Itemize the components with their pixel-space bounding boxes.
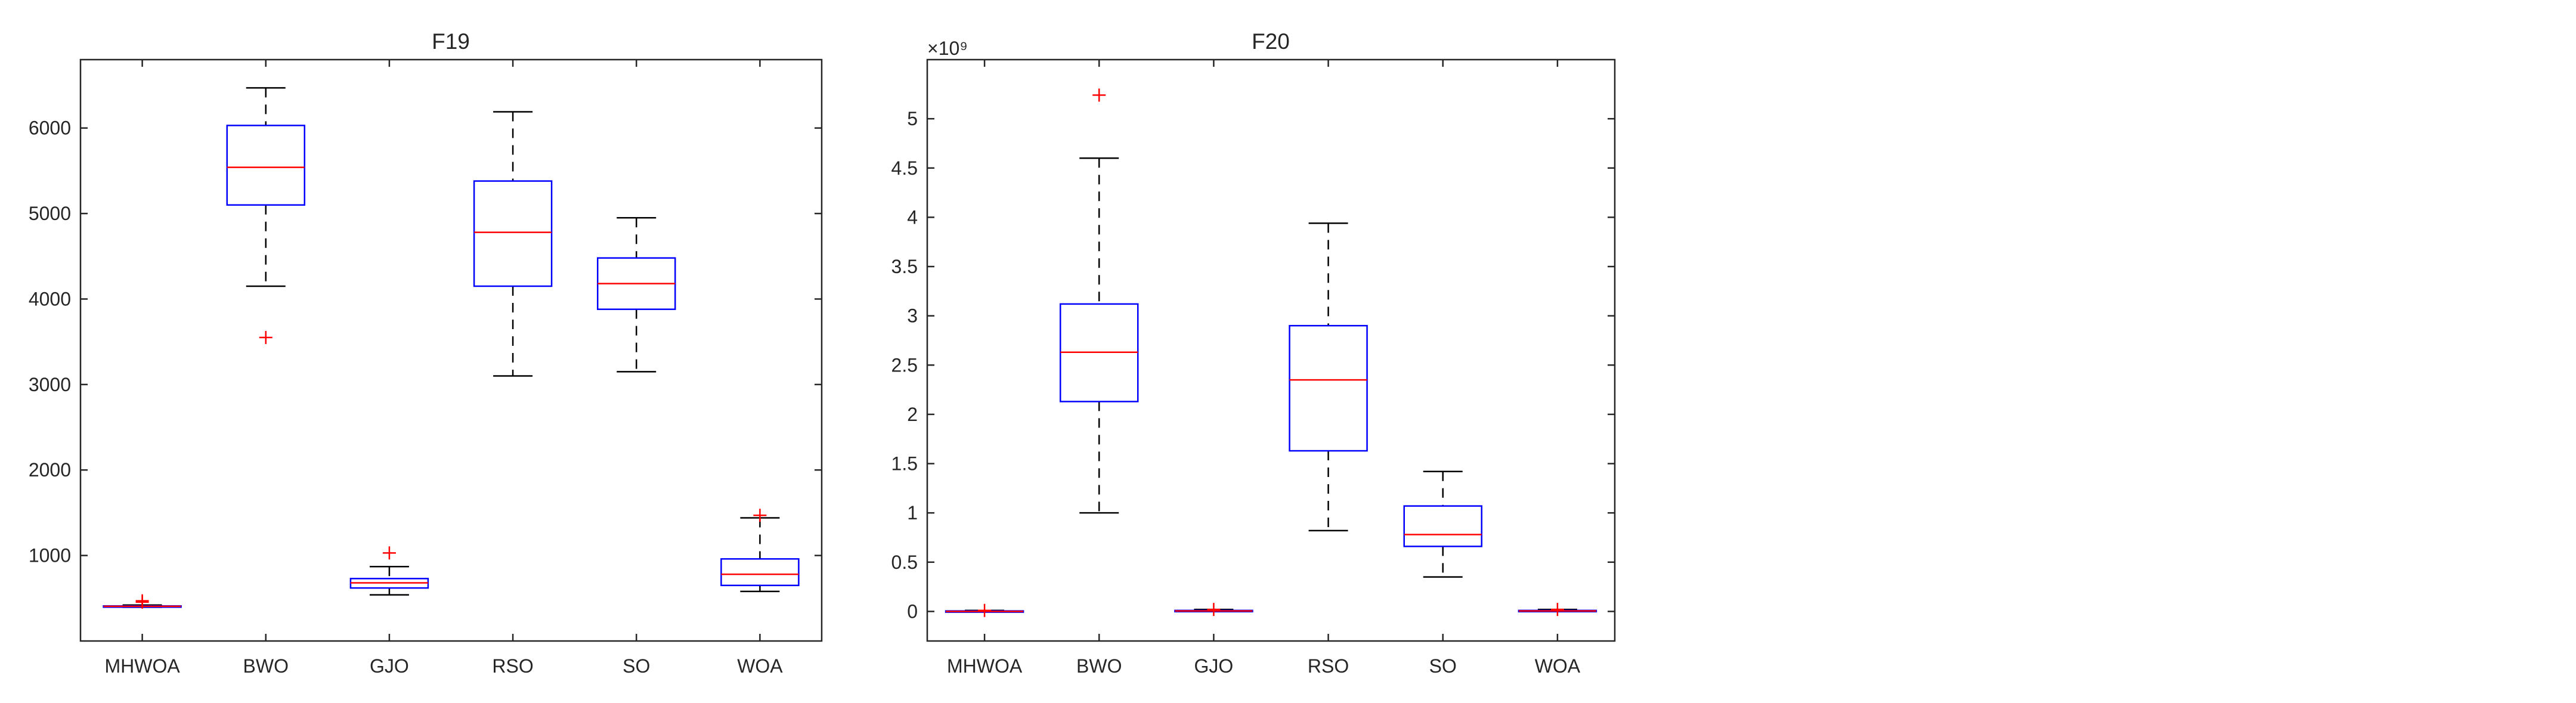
y-tick-label: 4 [907,206,918,228]
outlier-marker [135,594,149,608]
box-mhwoa [103,594,182,609]
outlier-marker [978,603,992,617]
y-tick-label: 4.5 [891,157,918,179]
y-tick-label: 2.5 [891,354,918,376]
chart-f20: F20 ×10⁹ 0 0.5 1 1.5 2 2.5 3 3.5 4 4.5 5 MHWOA BWO GJ… [891,29,1616,677]
box-gjo [349,546,429,596]
y-tick-label: 3 [907,305,918,327]
outlier-marker [753,509,767,522]
x-tick-label: BWO [1076,655,1122,677]
outlier-marker [382,546,396,560]
y-tick-label: 2000 [29,459,71,481]
x-tick-label: MHWOA [947,655,1023,677]
x-tick-label: WOA [1535,655,1581,677]
chart-f19: F19 1000 2000 3000 4000 5000 6000 MHWOA BWO GJO R… [29,29,823,677]
iqr-box [1289,324,1368,452]
y-tick-label: 3.5 [891,256,918,277]
x-tick-label: WOA [737,655,783,677]
y-tick-label: 5000 [29,203,71,224]
x-tick-label: BWO [243,655,289,677]
box-bwo [1060,88,1139,514]
plot-area-frame [79,58,823,642]
outlier-marker [1092,88,1106,102]
box-mhwoa [945,603,1024,617]
chart-title: F19 [432,29,470,54]
x-tick-label: RSO [1308,655,1349,677]
y-tick-label: 1.5 [891,453,918,475]
iqr-box [720,558,800,587]
x-tick-label: RSO [492,655,533,677]
y-tick-label: 4000 [29,288,71,309]
box-so [597,217,676,373]
iqr-box [226,125,305,206]
y-tick-label: 1000 [29,545,71,566]
outlier-marker [1207,603,1221,617]
box-rso [1289,222,1368,532]
x-tick-label: SO [1429,655,1457,677]
box-gjo [1174,603,1253,617]
outlier-marker [259,330,273,344]
y-tick-label: 1 [907,502,918,524]
y-tick-label: 3000 [29,374,71,395]
y-tick-label: 6000 [29,117,71,139]
y-tick-label: 0 [907,600,918,622]
box-bwo [226,87,305,344]
x-tick-label: SO [623,655,650,677]
box-so [1403,470,1482,578]
y-tick-label: 5 [907,108,918,129]
y-tick-label: 2 [907,404,918,425]
y-tick-label: 0.5 [891,552,918,573]
x-tick-label: GJO [370,655,409,677]
plot-area-frame [926,58,1616,642]
box-rso [473,111,553,377]
outlier-marker [1550,603,1564,617]
x-tick-label: MHWOA [104,655,180,677]
iqr-box [1403,505,1482,547]
iqr-box [473,180,553,287]
chart-title: F20 [1252,29,1290,54]
box-woa [1518,603,1597,617]
box-woa [720,509,800,593]
x-tick-label: GJO [1194,655,1234,677]
y-exponent-label: ×10⁹ [927,38,968,59]
